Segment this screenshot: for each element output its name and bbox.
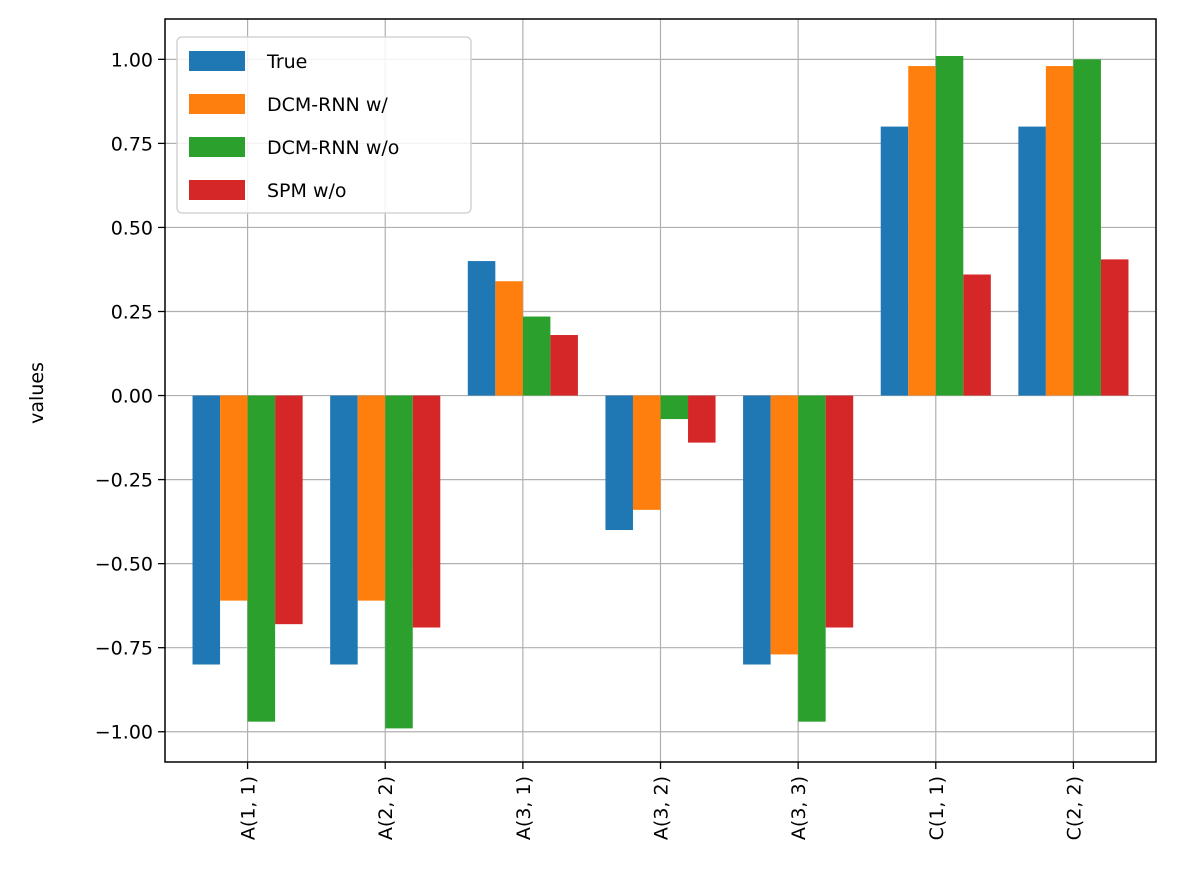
x-tick-label: A(3, 1) bbox=[513, 776, 535, 840]
bar-true-6 bbox=[1018, 126, 1046, 396]
y-tick-label: −0.50 bbox=[95, 554, 153, 576]
bar-dcm-rnn-w-o-3 bbox=[660, 395, 689, 420]
x-tick-label: A(2, 2) bbox=[375, 776, 397, 840]
bar-true-2 bbox=[467, 261, 496, 396]
bar-spm-w-o-2 bbox=[550, 335, 578, 396]
bar-dcm-rnn-w--4 bbox=[770, 395, 799, 655]
legend-swatch bbox=[189, 51, 245, 71]
bar-dcm-rnn-w--6 bbox=[1045, 66, 1074, 396]
bar-dcm-rnn-w--5 bbox=[908, 66, 936, 396]
bar-true-3 bbox=[605, 395, 633, 531]
bar-true-5 bbox=[880, 126, 909, 396]
legend-label: DCM-RNN w/o bbox=[267, 137, 399, 159]
y-tick-label: −0.25 bbox=[95, 470, 153, 492]
bar-dcm-rnn-w-o-1 bbox=[385, 395, 413, 729]
bars bbox=[192, 55, 1129, 729]
legend-frame bbox=[176, 36, 472, 214]
bar-dcm-rnn-w-o-0 bbox=[247, 395, 276, 722]
legend-swatch bbox=[189, 137, 245, 157]
y-axis-label: values bbox=[26, 362, 48, 424]
y-tick-label: 1.00 bbox=[111, 49, 153, 71]
bar-spm-w-o-0 bbox=[275, 395, 303, 625]
bar-spm-w-o-1 bbox=[412, 395, 441, 628]
bar-dcm-rnn-w-o-6 bbox=[1073, 59, 1101, 396]
bar-dcm-rnn-w-o-4 bbox=[798, 395, 826, 722]
legend-swatch bbox=[189, 94, 245, 114]
y-axis-ticks: 1.00 0.75 0.50 0.25 0.00 −0.25 −0.50 −0.75 −1.00 bbox=[95, 49, 165, 744]
bar-dcm-rnn-w--0 bbox=[220, 395, 248, 601]
bar-dcm-rnn-w-o-5 bbox=[935, 55, 964, 396]
x-tick-label: C(2, 2) bbox=[1063, 776, 1085, 840]
bar-dcm-rnn-w-o-2 bbox=[522, 316, 551, 396]
legend-label: SPM w/o bbox=[267, 180, 347, 202]
bar-dcm-rnn-w--1 bbox=[357, 395, 386, 601]
legend: True DCM-RNN w/DCM-RNN w/o SPM w/o bbox=[176, 36, 472, 214]
y-tick-label: 0.25 bbox=[111, 301, 153, 323]
y-tick-label: −1.00 bbox=[95, 722, 153, 744]
y-tick-label: 0.50 bbox=[111, 217, 153, 239]
bar-dcm-rnn-w--2 bbox=[495, 281, 523, 396]
bar-true-4 bbox=[743, 395, 771, 665]
bar-true-0 bbox=[192, 395, 221, 665]
bar-true-1 bbox=[330, 395, 358, 665]
bar-spm-w-o-6 bbox=[1100, 259, 1129, 396]
legend-swatch bbox=[189, 180, 245, 200]
x-axis-ticks: A(1, 1) A(2, 2) A(3, 1) A(3, 2) A(3, 3) C(1, … bbox=[238, 762, 1085, 840]
bar-dcm-rnn-w--3 bbox=[632, 395, 661, 510]
y-tick-label: 0.00 bbox=[111, 386, 153, 408]
y-tick-label: −0.75 bbox=[95, 638, 153, 660]
bar-spm-w-o-3 bbox=[688, 395, 716, 443]
x-tick-label: C(1, 1) bbox=[926, 776, 948, 840]
bar-spm-w-o-4 bbox=[825, 395, 854, 628]
y-tick-label: 0.75 bbox=[111, 133, 153, 155]
x-tick-label: A(3, 3) bbox=[788, 776, 810, 840]
legend-label: DCM-RNN w/ bbox=[267, 94, 388, 116]
x-tick-label: A(1, 1) bbox=[238, 776, 260, 840]
x-tick-label: A(3, 2) bbox=[651, 776, 673, 840]
bar-spm-w-o-5 bbox=[963, 274, 991, 396]
legend-label: True bbox=[266, 51, 307, 73]
